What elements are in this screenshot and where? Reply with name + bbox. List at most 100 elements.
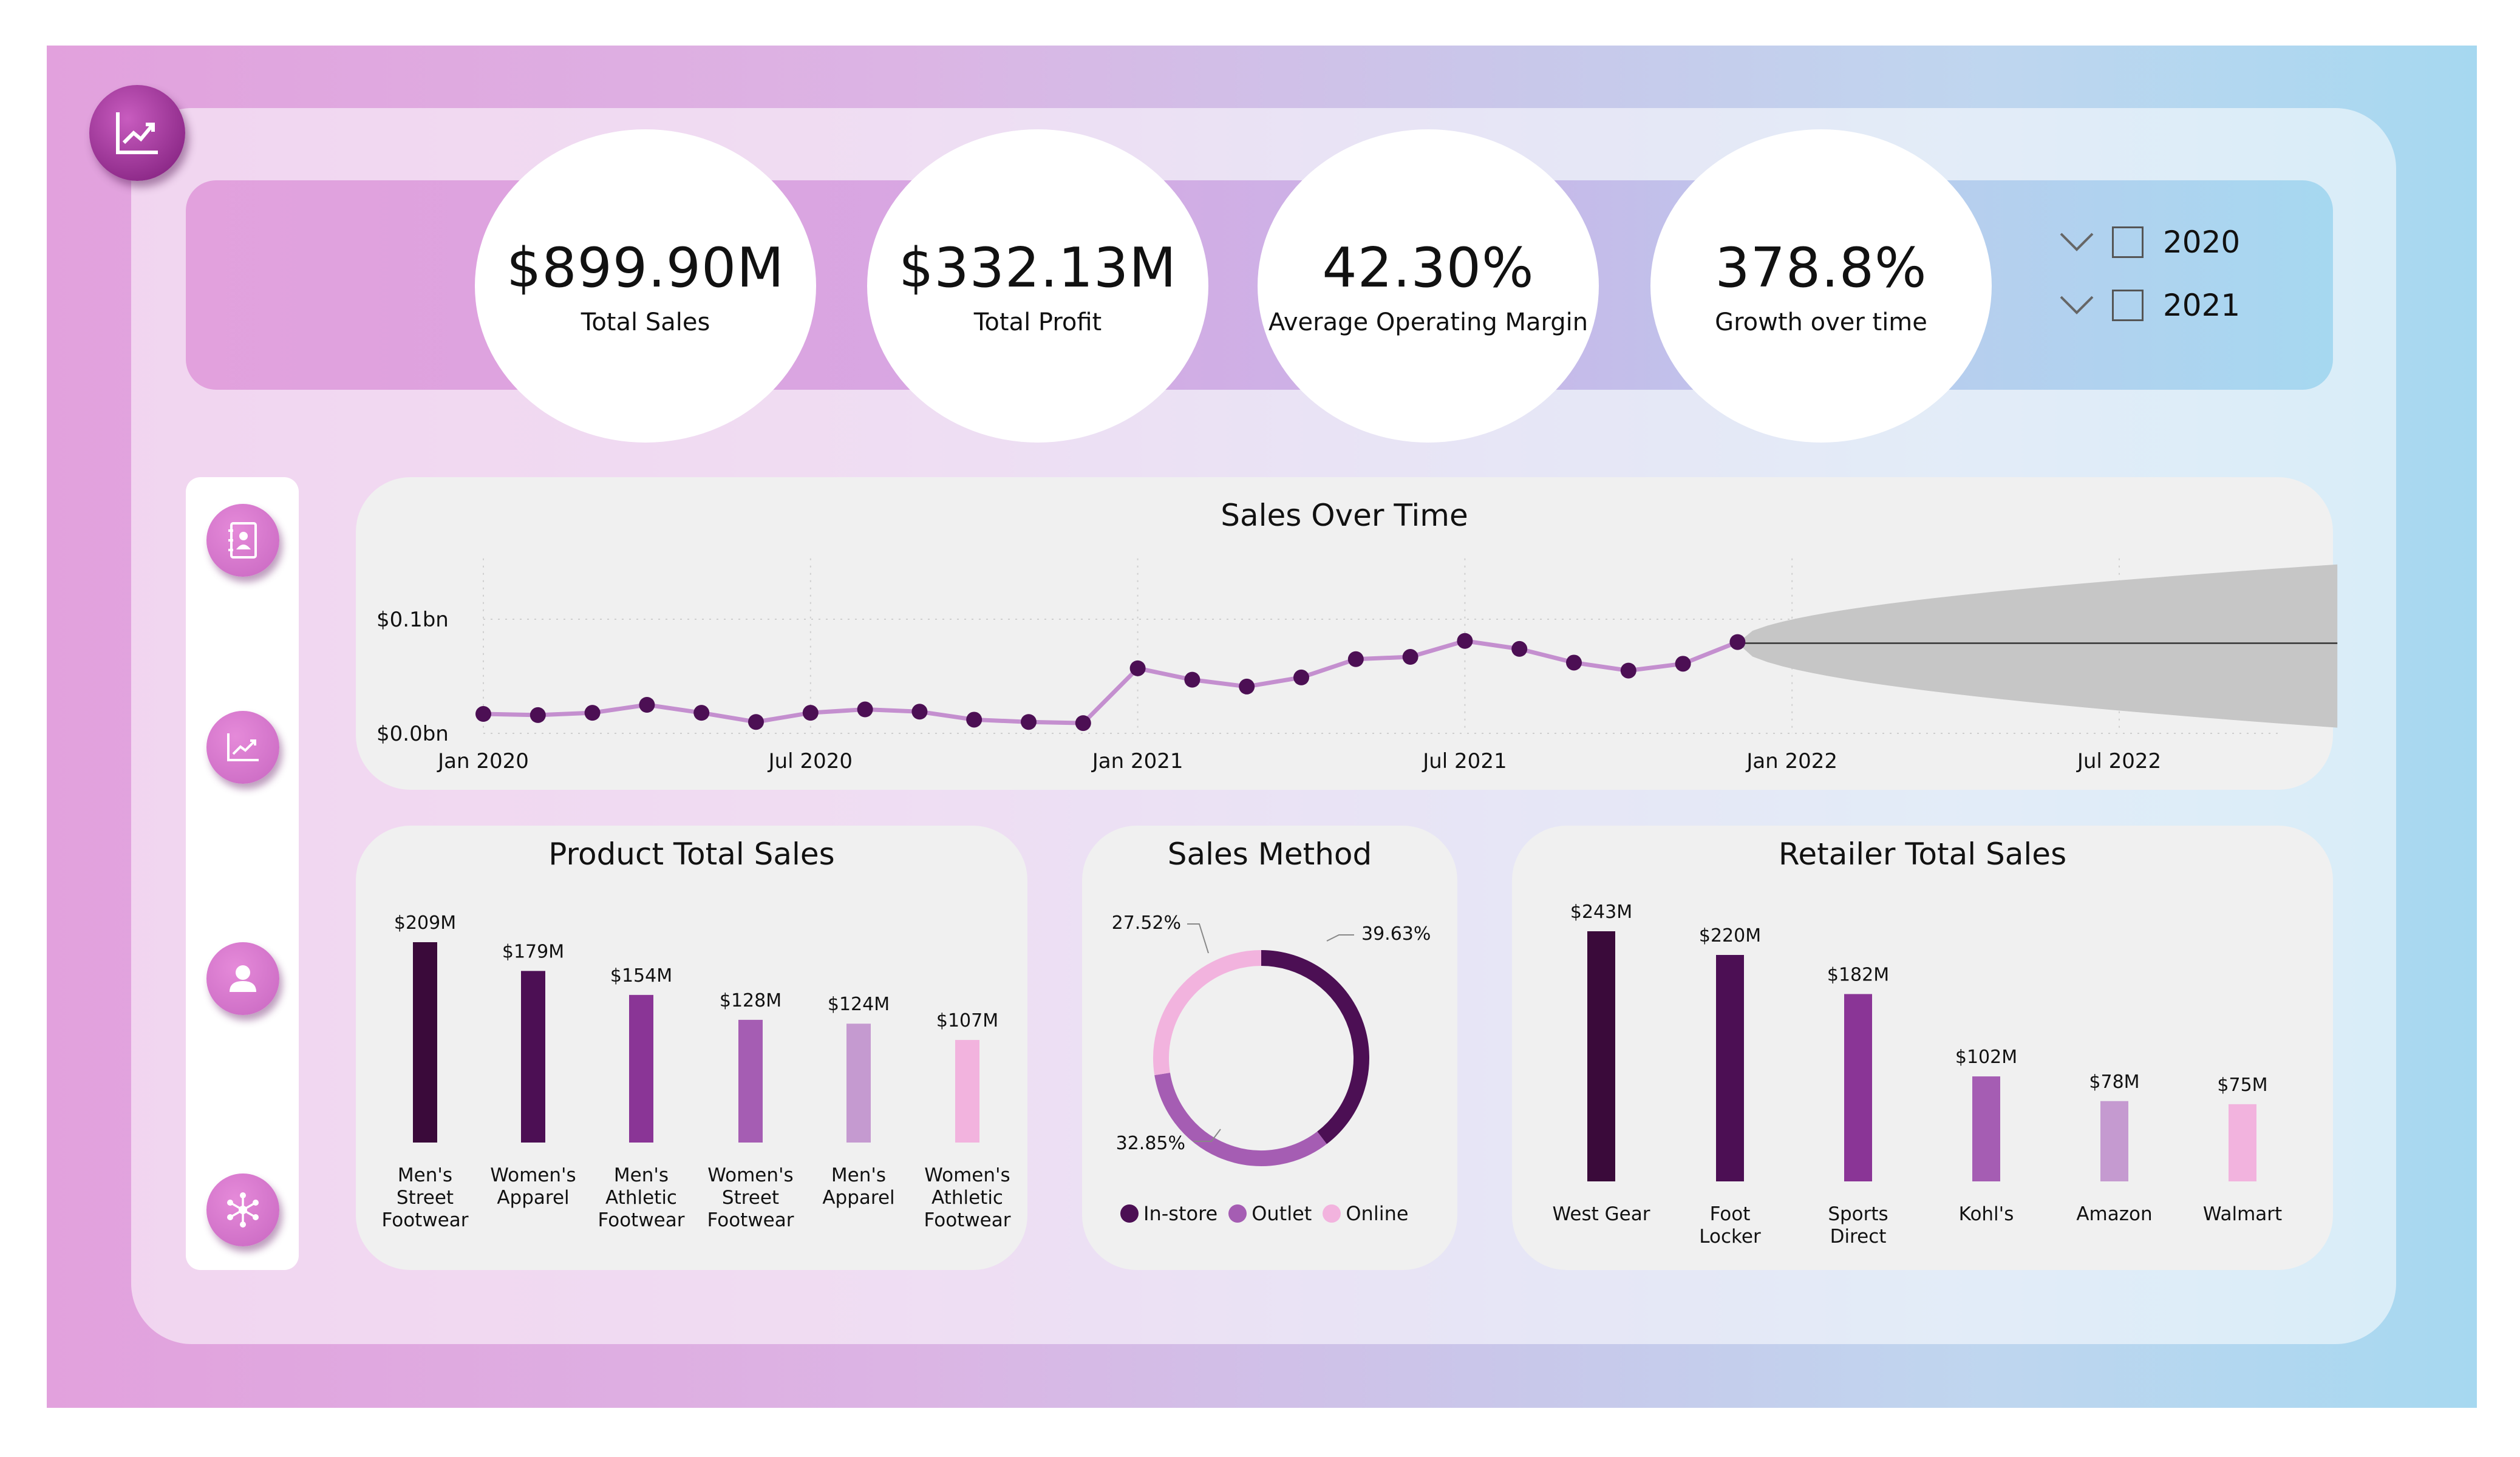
x-tick-label: Jul 2021 [1422,749,1507,773]
data-point [584,705,601,721]
kpi-value: $332.13M [899,236,1177,300]
product-category-label: Men's Athletic Footwear [598,1164,685,1231]
x-tick-label: Jan 2021 [1091,749,1183,773]
kpi-value: 378.8% [1715,236,1927,300]
kpi-label: Average Operating Margin [1268,308,1589,336]
retailer-bar [1972,1076,2000,1181]
retailer-category-label: Amazon [2076,1203,2152,1225]
data-point [1239,678,1255,695]
checkbox[interactable] [2112,226,2144,258]
chart-title: Product Total Sales [548,837,835,872]
chart-title: Retailer Total Sales [1778,837,2067,872]
retailer-value-label: $182M [1827,964,1889,985]
retailer-value-label: $220M [1699,925,1761,946]
product-value-label: $179M [502,941,564,962]
year-slicer-item-2021[interactable]: 2021 [2059,288,2240,323]
kpi-value: 42.30% [1322,236,1534,300]
user-icon [230,965,256,992]
slice-label: 39.63% [1361,923,1431,945]
product-value-label: $124M [828,994,890,1015]
product-category-label: Women's Apparel [490,1164,576,1209]
legend-item-online[interactable]: Online [1323,1202,1409,1225]
data-point [1566,654,1582,671]
contact-book-icon [228,522,257,559]
product-bar [629,994,653,1143]
retailer-total-sales-card: Retailer Total Sales [1512,826,2333,1270]
product-total-sales-card: Product Total Sales [356,826,1027,1270]
report-logo-icon[interactable] [89,85,185,181]
product-value-label: $209M [394,912,456,934]
nav-button-network[interactable] [206,1173,279,1246]
retailer-value-label: $243M [1570,902,1632,923]
retailer-category-label: Kohl's [1959,1203,2014,1225]
nav-button-contacts[interactable] [206,504,279,577]
data-point [693,705,710,721]
retailer-bar [2100,1101,2128,1181]
nav-button-user[interactable] [206,942,279,1015]
sales-method-legend: In-store Outlet Online [1120,1202,1420,1225]
data-point [639,697,655,713]
sales-method-card: Sales Method [1082,826,1457,1270]
product-value-label: $128M [720,990,782,1011]
data-point [1402,649,1418,665]
product-bar [955,1040,979,1143]
data-point [966,712,982,728]
legend-swatch [1120,1204,1139,1223]
product-category-label: Women's Athletic Footwear [924,1164,1011,1231]
series-line [483,639,1738,725]
x-tick-label: Jan 2020 [437,749,529,773]
legend-swatch [1323,1204,1341,1223]
donut-slice [1153,950,1262,1076]
data-point [1075,715,1091,732]
data-point [1184,671,1200,688]
kpi-total-sales: $899.90M Total Sales [475,129,816,443]
retailer-category-label: West Gear [1553,1203,1650,1225]
data-point [1347,651,1364,667]
kpi-value: $899.90M [506,236,785,300]
legend-label: Outlet [1251,1202,1312,1225]
product-value-label: $154M [610,965,672,987]
kpi-average-operating-margin: 42.30% Average Operating Margin [1258,129,1599,443]
chart-title: Sales Over Time [1221,498,1468,533]
x-tick-label: Jan 2022 [1745,749,1837,773]
kpi-label: Total Profit [973,308,1102,336]
data-point [1675,656,1691,672]
chevron-down-icon[interactable] [2059,293,2095,318]
year-slicer-item-2020[interactable]: 2020 [2059,225,2240,260]
kpi-label: Total Sales [581,308,710,336]
legend-swatch [1228,1204,1247,1223]
retailer-value-label: $78M [2089,1072,2139,1093]
product-category-label: Women's Street Footwear [707,1164,794,1231]
retailer-value-label: $102M [1955,1047,2017,1068]
legend-item-in-store[interactable]: In-store [1120,1202,1217,1225]
y-tick-label: $0.0bn [376,722,449,746]
donut-slice [1154,1072,1327,1166]
kpi-label: Growth over time [1715,308,1927,336]
year-label: 2021 [2163,288,2241,323]
product-category-label: Men's Street Footwear [382,1164,469,1231]
data-point [1293,669,1309,685]
x-tick-label: Jul 2022 [2076,749,2161,773]
leader-line [1193,1129,1221,1142]
chevron-down-icon[interactable] [2059,230,2095,254]
data-point [857,701,873,718]
retailer-bar [1716,954,1744,1181]
year-label: 2020 [2163,225,2241,260]
legend-label: In-store [1143,1202,1218,1225]
product-bar [521,971,545,1143]
data-point [911,704,928,720]
legend-item-outlet[interactable]: Outlet [1228,1202,1312,1225]
product-bar [738,1019,763,1143]
chart-title: Sales Method [1167,837,1372,872]
nav-button-trends[interactable] [206,711,279,784]
trend-chart-icon [227,733,259,761]
data-point [1021,714,1037,730]
product-category-label: Men's Apparel [822,1164,894,1209]
network-icon [227,1192,259,1228]
checkbox[interactable] [2112,290,2144,321]
data-point [1620,662,1636,679]
retailer-category-label: Foot Locker [1699,1203,1761,1248]
trend-chart-icon [116,112,158,154]
